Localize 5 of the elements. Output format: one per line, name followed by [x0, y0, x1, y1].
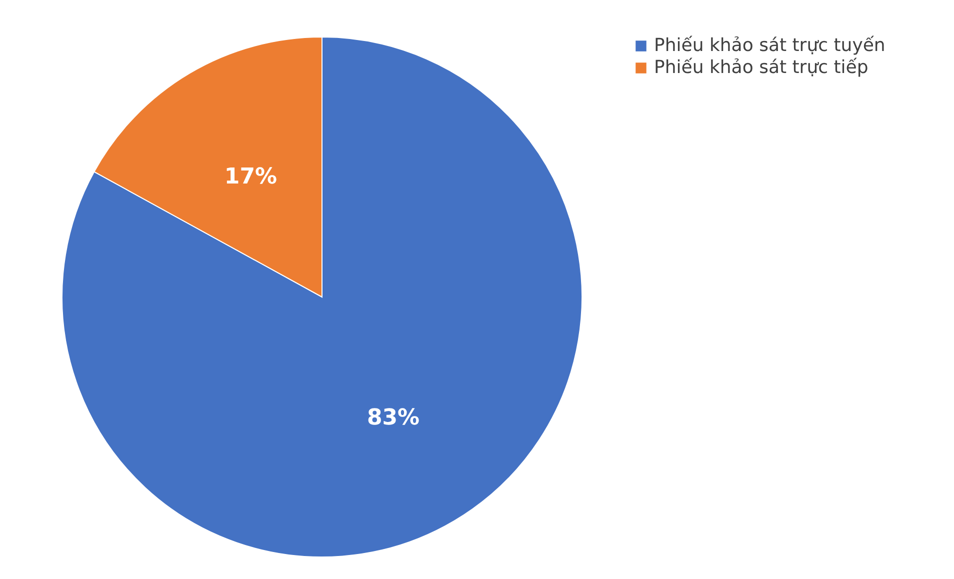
data-label: 83%: [366, 406, 420, 431]
data-label: 17%: [224, 164, 278, 190]
legend-label: Phiếu khảo sát trực tiếp: [654, 57, 868, 78]
pie-slice: [62, 36, 582, 558]
legend-label: Phiếu khảo sát trực tuyến: [654, 35, 886, 56]
